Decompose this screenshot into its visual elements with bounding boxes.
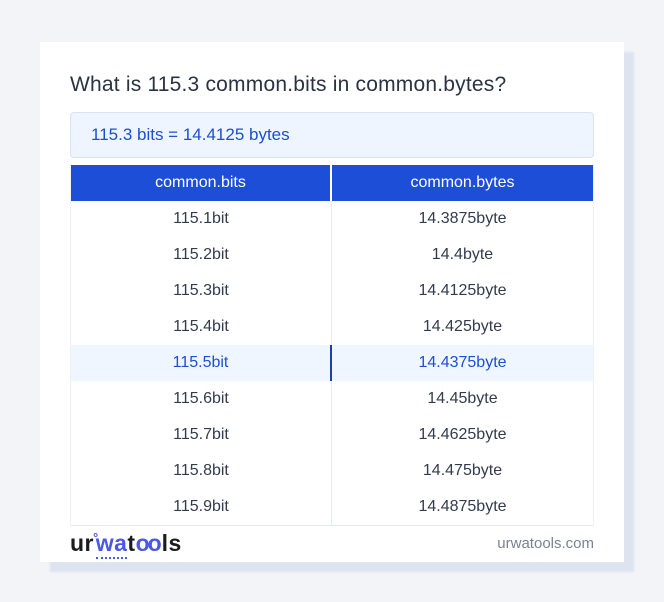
- result-text: 115.3 bits = 14.4125 bytes: [91, 125, 290, 145]
- table-row[interactable]: 115.9bit 14.4875byte: [71, 489, 593, 526]
- bits-cell: 115.1bit: [71, 201, 332, 238]
- bits-cell: 115.6bit: [71, 381, 332, 418]
- bytes-cell: 14.45byte: [427, 390, 498, 408]
- table-row[interactable]: 115.8bit 14.475byte: [71, 453, 593, 490]
- bytes-cell: 14.4375byte: [332, 345, 593, 382]
- header-row: common.bits common.bytes: [71, 165, 593, 202]
- logo-text-oo: oo: [135, 529, 162, 556]
- conversion-card: What is 115.3 common.bits in common.byte…: [40, 42, 624, 562]
- logo[interactable]: ur°watools: [70, 529, 182, 559]
- card-footer: ur°watools urwatools.com: [70, 526, 594, 562]
- table-header: common.bits common.bytes: [71, 165, 593, 202]
- logo-text-ls: ls: [161, 529, 182, 556]
- column-header-bits: common.bits: [71, 165, 332, 202]
- bits-cell: 115.7bit: [71, 417, 332, 454]
- logo-text-ur: ur: [70, 529, 94, 556]
- table-row[interactable]: 115.1bit 14.3875byte: [71, 201, 593, 238]
- conversion-table: common.bits common.bytes 115.1bit 14.387…: [70, 165, 594, 527]
- bytes-cell: 14.425byte: [422, 318, 503, 336]
- logo-text-wa: wa: [95, 529, 128, 559]
- bytes-cell: 14.4byte: [431, 246, 494, 264]
- table-body: 115.1bit 14.3875byte 115.2bit 14.4byte 1…: [71, 201, 593, 526]
- bits-cell: 115.4bit: [71, 309, 332, 346]
- logo-ring-icon: °: [93, 529, 99, 545]
- bytes-cell: 14.475byte: [422, 462, 503, 480]
- bits-cell: 115.8bit: [71, 453, 332, 490]
- bytes-cell: 14.4875byte: [418, 498, 507, 516]
- bits-cell: 115.3bit: [71, 273, 332, 310]
- result-box: 115.3 bits = 14.4125 bytes: [70, 112, 594, 159]
- bits-cell: 115.9bit: [71, 489, 332, 526]
- bytes-cell: 14.4125byte: [418, 282, 507, 300]
- logo-text-t: t: [127, 529, 136, 556]
- bits-cell: 115.5bit: [71, 345, 332, 382]
- bits-cell: 115.2bit: [71, 237, 332, 274]
- table-row[interactable]: 115.4bit 14.425byte: [71, 309, 593, 346]
- table-row[interactable]: 115.7bit 14.4625byte: [71, 417, 593, 454]
- site-url: urwatools.com: [497, 534, 594, 552]
- table-row[interactable]: 115.2bit 14.4byte: [71, 237, 593, 274]
- table-row[interactable]: 115.6bit 14.45byte: [71, 381, 593, 418]
- page-title: What is 115.3 common.bits in common.byte…: [70, 73, 507, 96]
- bytes-cell: 14.3875byte: [418, 210, 507, 228]
- column-header-bytes: common.bytes: [332, 165, 593, 202]
- table-row[interactable]: 115.5bit 14.4375byte: [71, 345, 593, 382]
- bytes-cell: 14.4625byte: [418, 426, 507, 444]
- table-row[interactable]: 115.3bit 14.4125byte: [71, 273, 593, 310]
